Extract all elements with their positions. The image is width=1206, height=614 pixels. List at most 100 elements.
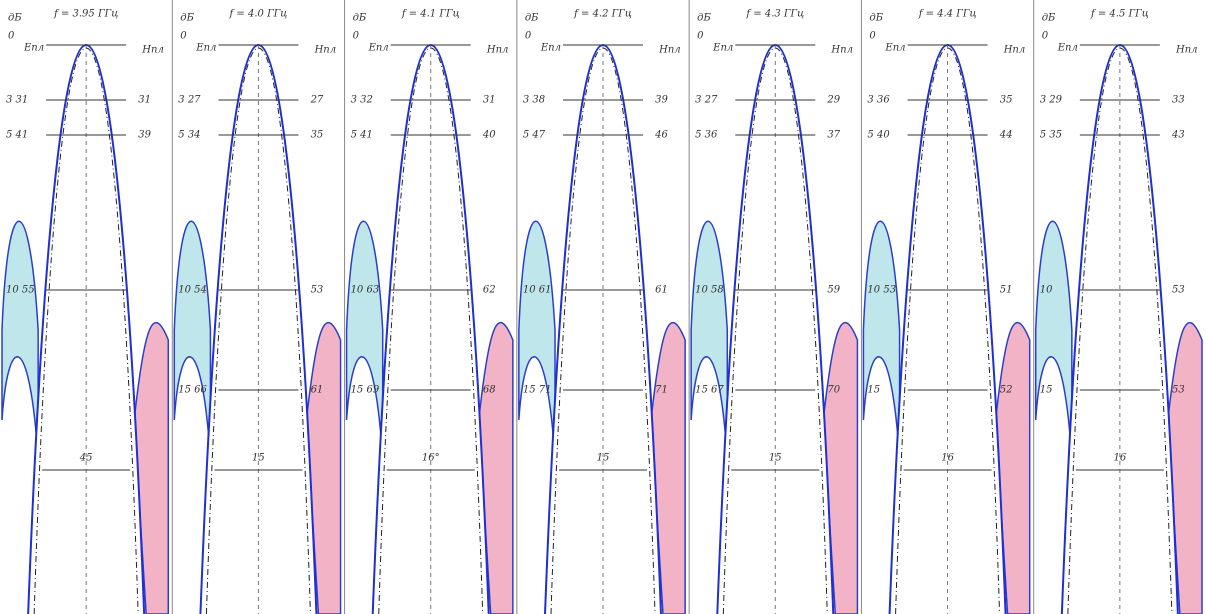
level-h: 39	[138, 130, 151, 141]
level-e: 10 63	[351, 285, 380, 296]
h-plane: Hпл	[830, 45, 853, 56]
level-e: 5 41	[351, 130, 373, 141]
level-e: 5 41	[6, 130, 28, 141]
side-lobe-right	[822, 321, 859, 614]
e-plane: Eпл	[1057, 43, 1078, 54]
e-plane: Eпл	[195, 43, 216, 54]
pattern-panel: f = 4.1 ГГц дБ 0 Eпл Hпл 3 32 5 41 10 63 15 69 31…	[344, 0, 514, 614]
side-lobe-right	[1167, 321, 1203, 614]
side-lobe-right	[650, 321, 686, 614]
level-h: 70	[827, 385, 840, 396]
zero-level: 0	[180, 31, 187, 42]
level-h: 33	[1172, 95, 1185, 106]
zero-level: 0	[697, 31, 704, 42]
pattern-panel: f = 4.3 ГГц дБ 0 Eпл Hпл 3 27 5 36 10 58 15 67 29…	[688, 0, 859, 614]
side-lobe-right	[305, 321, 342, 614]
pattern-panel: f = 4.2 ГГц дБ 0 Eпл Hпл 3 38 5 47 10 61 15 71 39…	[516, 0, 686, 614]
level-e: 10	[1040, 285, 1053, 296]
unit: дБ	[353, 13, 367, 24]
level-h: 35	[311, 130, 324, 141]
level-e: 3 36	[867, 95, 890, 106]
beam-width-label: 16	[1113, 453, 1126, 464]
beam-width-label: 15	[252, 453, 265, 464]
level-h: 62	[483, 285, 496, 296]
side-lobe-right	[133, 321, 170, 614]
unit: дБ	[180, 13, 194, 24]
level-h: 40	[482, 130, 496, 141]
level-h: 31	[138, 95, 151, 106]
level-h: 27	[310, 95, 324, 106]
side-lobe-left	[1, 220, 39, 461]
zero-level: 0	[869, 31, 876, 42]
level-e: 3 32	[351, 95, 373, 106]
level-h: 29	[826, 95, 840, 106]
beam-width-label: 15	[769, 453, 782, 464]
level-h: 46	[654, 130, 668, 141]
level-e: 3 27	[178, 95, 201, 106]
level-e: 5 47	[523, 130, 546, 141]
frequency: f = 4.4 ГГц	[918, 9, 977, 20]
unit: дБ	[1042, 13, 1056, 24]
h-plane: Hпл	[1175, 45, 1198, 56]
beam-width-label: 16	[941, 453, 954, 464]
zero-level: 0	[525, 31, 532, 42]
level-h: 61	[655, 285, 668, 296]
h-plane: Hпл	[658, 45, 681, 56]
level-e: 5 34	[178, 130, 200, 141]
pattern-panel: f = 4.5 ГГц дБ 0 Eпл Hпл 3 29 5 35 10 15 33 43 53 53…	[1033, 0, 1203, 614]
unit: дБ	[697, 13, 711, 24]
level-h: 68	[483, 385, 496, 396]
level-h: 52	[1000, 385, 1013, 396]
frequency: f = 4.5 ГГц	[1090, 9, 1149, 20]
level-h: 39	[655, 95, 668, 106]
e-plane: Eпл	[23, 43, 44, 54]
level-h: 44	[999, 130, 1013, 141]
zero-level: 0	[353, 31, 360, 42]
side-lobe-right	[477, 321, 514, 614]
level-e: 10 58	[695, 285, 724, 296]
side-lobe-left	[690, 220, 729, 461]
side-lobe-left	[345, 220, 384, 461]
h-plane: Hпл	[486, 45, 509, 56]
unit: дБ	[8, 13, 22, 24]
beam-width-label: 15	[597, 453, 610, 464]
level-h: 37	[827, 130, 840, 141]
zero-level: 0	[8, 31, 15, 42]
unit: дБ	[869, 13, 883, 24]
h-plane: Hпл	[141, 45, 164, 56]
level-h: 71	[655, 385, 668, 396]
level-e: 5 40	[867, 130, 890, 141]
side-lobe-left	[862, 220, 901, 461]
level-e: 15 66	[178, 385, 207, 396]
level-e: 15 69	[351, 385, 380, 396]
level-e: 3 38	[523, 95, 545, 106]
pattern-panel: f = 4.4 ГГц дБ 0 Eпл Hпл 3 36 5 40 10 53 15 35 44 5…	[860, 0, 1031, 614]
level-e: 3 31	[6, 95, 28, 106]
level-h: 43	[1171, 130, 1185, 141]
frequency: f = 4.1 ГГц	[401, 9, 460, 20]
level-e: 15 67	[695, 385, 724, 396]
frequency: f = 3.95 ГГц	[53, 9, 118, 20]
zero-level: 0	[1042, 31, 1049, 42]
h-plane: Hпл	[314, 45, 337, 56]
level-h: 31	[483, 95, 496, 106]
side-lobe-left	[1034, 220, 1073, 461]
frequency: f = 4.3 ГГц	[745, 9, 804, 20]
level-e: 15	[1040, 385, 1053, 396]
pattern-panel: f = 3.95 ГГц дБ 0 Eпл Hпл 3 31 5 41 10 55 31 39 45	[1, 9, 170, 614]
pattern-panel: f = 4.0 ГГц дБ 0 Eпл Hпл 3 27 5 34 10 54 15 66 27…	[171, 0, 342, 614]
level-h: 53	[1172, 285, 1185, 296]
level-e: 10 54	[178, 285, 207, 296]
e-plane: Eпл	[712, 43, 733, 54]
e-plane: Eпл	[540, 43, 561, 54]
level-e: 3 29	[1040, 95, 1063, 106]
e-plane: Eпл	[368, 43, 389, 54]
level-h: 61	[311, 385, 324, 396]
side-lobe-left	[518, 220, 556, 461]
frequency: f = 4.0 ГГц	[229, 9, 288, 20]
level-e: 3 27	[695, 95, 718, 106]
level-h: 53	[311, 285, 324, 296]
frequency: f = 4.2 ГГц	[573, 9, 632, 20]
level-h: 51	[1000, 285, 1013, 296]
